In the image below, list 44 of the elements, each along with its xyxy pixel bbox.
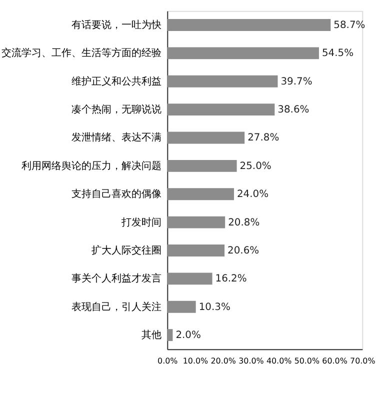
y-tick-label: 扩大人际交往圈 [92,244,162,256]
y-tick-label: 事关个人利益才发言 [72,272,162,285]
y-tick-label: 利用网络舆论的压力，解决问题 [22,160,162,172]
data-label: 54.5% [322,48,354,60]
x-tick-label: 10.0% [182,356,209,366]
y-tick-label: 打发时间 [120,216,162,228]
data-label: 39.7% [280,76,312,88]
x-tick-label: 50.0% [294,356,320,366]
bar [167,104,275,116]
bar [167,244,225,256]
data-label: 20.8% [228,217,260,228]
x-tick-label: 30.0% [238,356,264,366]
data-label: 20.6% [228,245,260,256]
bar [167,300,196,313]
data-label: 24.0% [236,189,269,200]
bar [167,272,212,285]
bar [167,329,173,342]
y-tick-label: 支持自己喜欢的偶像 [72,188,162,200]
x-tick-label: 0.0% [158,356,178,366]
x-tick-label: 20.0% [210,356,236,366]
bar [167,160,237,172]
x-tick-label: 40.0% [266,356,292,366]
y-tick-label: 表现自己，引人关注 [72,300,162,313]
y-tick-label: 维护正义和公共利益 [72,75,162,88]
data-label: 25.0% [240,160,272,172]
bar [167,188,234,200]
bar [167,216,226,228]
y-tick-label: 有话要说，一吐为快 [72,18,162,31]
data-label: 38.6% [278,104,310,116]
bar [167,47,319,60]
data-label: 27.8% [248,132,280,144]
bar [167,75,278,88]
y-tick-label: 凑个热闹，无聊说说 [72,104,162,116]
x-tick-label: 60.0% [322,356,348,366]
y-tick-label: 其他 [142,329,162,342]
y-tick-label: 发泄情绪、表达不满 [72,132,162,144]
bar [167,19,331,31]
data-label: 10.3% [198,302,230,313]
data-label: 16.2% [215,274,247,285]
data-label: 58.7% [334,20,366,31]
x-tick-label: 70.0% [350,356,376,366]
data-label: 2.0% [176,330,201,342]
bar [167,132,245,144]
y-tick-label: 交流学习、工作、生活等方面的经验 [2,47,162,60]
